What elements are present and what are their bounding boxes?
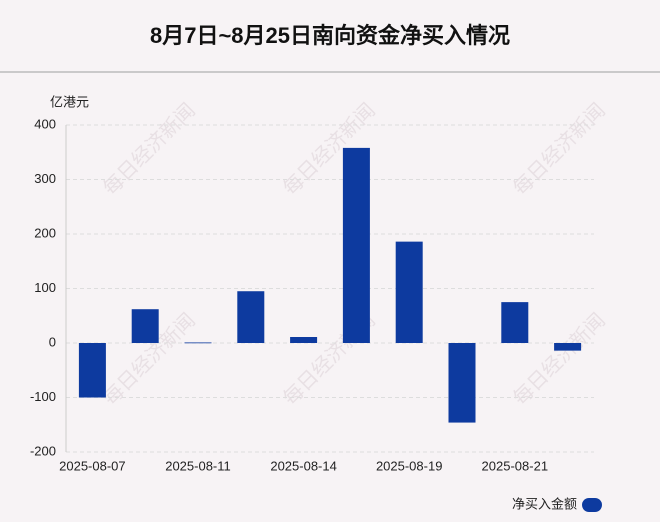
watermark: 每日经济新闻 bbox=[508, 98, 610, 200]
chart-title: 8月7日~8月25日南向资金净买入情况 bbox=[150, 23, 510, 48]
bar bbox=[131, 309, 159, 343]
y-tick-label: 0 bbox=[49, 334, 56, 349]
bar bbox=[342, 147, 370, 343]
y-axis-label: 亿港元 bbox=[50, 94, 89, 109]
bar bbox=[290, 337, 318, 343]
y-tick-label: 200 bbox=[34, 225, 56, 240]
bar bbox=[501, 302, 529, 343]
y-tick-label: 100 bbox=[34, 280, 56, 295]
legend-label: 净买入金额 bbox=[512, 496, 577, 511]
x-tick-label: 2025-08-14 bbox=[270, 458, 337, 473]
bar bbox=[448, 343, 476, 423]
x-tick-label: 2025-08-21 bbox=[482, 458, 549, 473]
bar bbox=[184, 342, 212, 344]
bar bbox=[554, 343, 582, 351]
bar bbox=[237, 291, 265, 343]
bar bbox=[395, 241, 423, 343]
x-tick-label: 2025-08-11 bbox=[165, 458, 231, 473]
y-tick-label: 400 bbox=[34, 116, 56, 131]
y-tick-label: -100 bbox=[30, 389, 56, 404]
bar bbox=[78, 343, 106, 398]
watermark: 每日经济新闻 bbox=[98, 98, 200, 200]
x-tick-label: 2025-08-19 bbox=[376, 458, 443, 473]
y-tick-label: 300 bbox=[34, 171, 56, 186]
y-tick-label: -200 bbox=[30, 443, 56, 458]
x-tick-label: 2025-08-07 bbox=[59, 458, 126, 473]
legend-swatch bbox=[582, 498, 602, 512]
